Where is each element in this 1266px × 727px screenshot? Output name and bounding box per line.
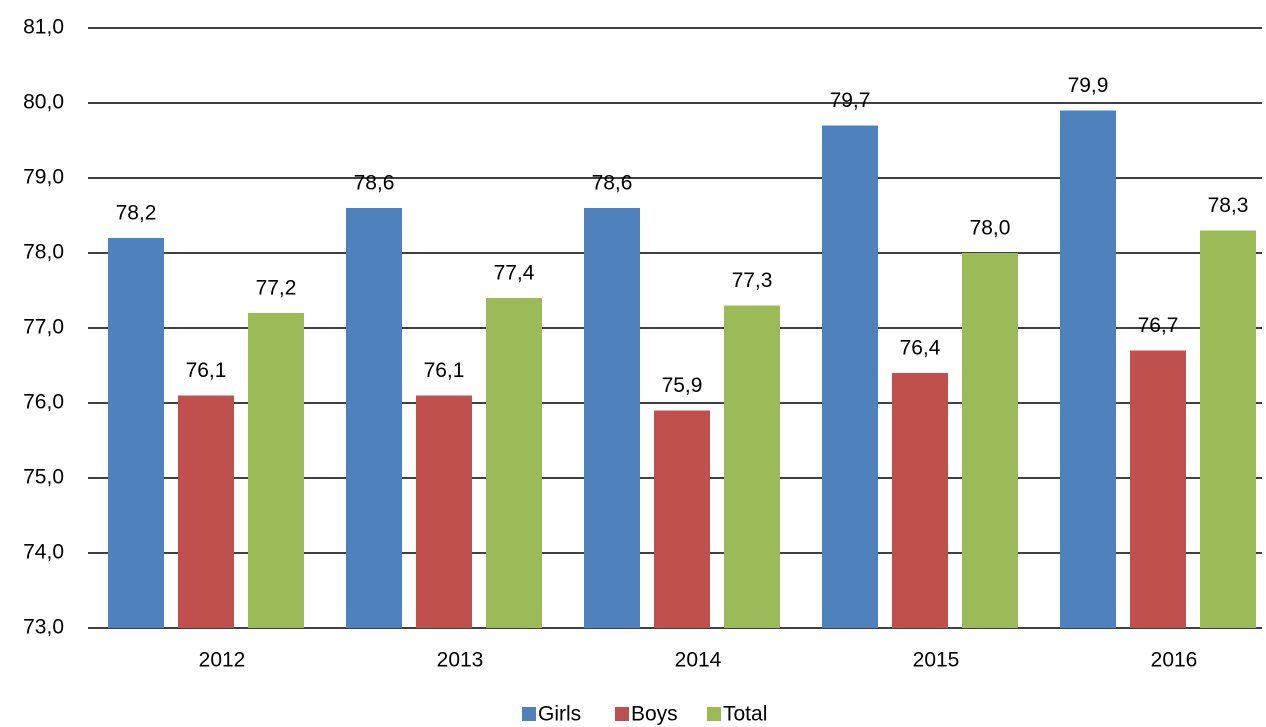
data-label: 78,0: [970, 217, 1011, 240]
bar: [248, 313, 304, 628]
data-label: 77,4: [494, 262, 535, 285]
data-label: 77,2: [256, 277, 297, 300]
data-label: 75,9: [662, 374, 703, 397]
data-label: 76,7: [1138, 314, 1179, 337]
data-label: 78,6: [354, 172, 395, 195]
y-tick-label: 75,0: [23, 466, 64, 489]
data-label: 76,1: [424, 359, 465, 382]
bar: [892, 373, 948, 628]
x-tick-label: 2015: [913, 649, 960, 672]
bar: [346, 208, 402, 628]
x-tick-label: 2016: [1151, 649, 1198, 672]
data-label: 78,2: [116, 202, 157, 225]
bar: [822, 125, 878, 628]
data-label: 77,3: [732, 269, 773, 292]
legend-swatch: [615, 707, 629, 721]
x-tick-label: 2012: [199, 649, 246, 672]
y-tick-label: 80,0: [23, 91, 64, 114]
y-tick-label: 77,0: [23, 316, 64, 339]
y-tick-label: 76,0: [23, 391, 64, 414]
y-tick-label: 74,0: [23, 541, 64, 564]
data-label: 78,3: [1208, 194, 1249, 217]
x-tick-label: 2013: [437, 649, 484, 672]
data-label: 78,6: [592, 172, 633, 195]
bar: [584, 208, 640, 628]
legend-swatch: [707, 707, 721, 721]
data-label: 76,4: [900, 337, 941, 360]
bar: [724, 305, 780, 628]
y-tick-label: 78,0: [23, 241, 64, 264]
bar: [1200, 230, 1256, 628]
y-tick-label: 81,0: [23, 16, 64, 39]
data-label: 79,7: [830, 89, 871, 112]
data-label: 79,9: [1068, 74, 1109, 97]
legend-label: Boys: [631, 703, 678, 726]
bar: [1130, 350, 1186, 628]
bar: [486, 298, 542, 628]
legend-label: Total: [723, 703, 767, 726]
legend-label: Girls: [538, 703, 581, 726]
bar: [178, 395, 234, 628]
bar: [1060, 110, 1116, 628]
bar: [654, 410, 710, 628]
x-tick-label: 2014: [675, 649, 722, 672]
bar: [416, 395, 472, 628]
bar: [962, 253, 1018, 628]
legend-swatch: [522, 707, 536, 721]
bar: [108, 238, 164, 628]
y-tick-label: 73,0: [23, 616, 64, 639]
y-tick-label: 79,0: [23, 166, 64, 189]
data-label: 76,1: [186, 359, 227, 382]
